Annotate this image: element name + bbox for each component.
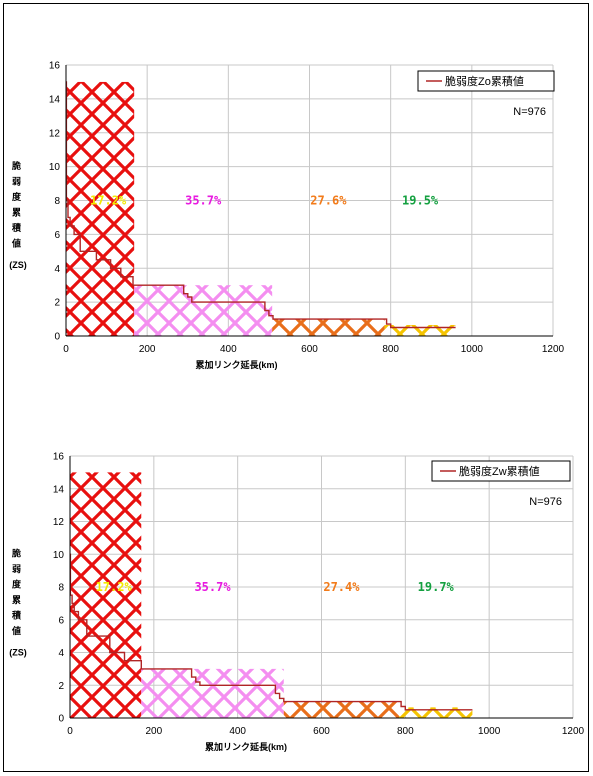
percent-label-2: 35.7% xyxy=(194,580,231,594)
percent-label-3: 27.6% xyxy=(310,194,347,208)
y-axis-title-char: 脆 xyxy=(11,547,21,558)
hatch-region-1 xyxy=(66,81,135,336)
y-tick-label: 2 xyxy=(54,298,60,309)
x-tick-label: 600 xyxy=(301,344,318,355)
y-tick-label: 16 xyxy=(53,452,65,463)
y-axis-title-char: 累 xyxy=(12,207,21,218)
y-tick-label: 16 xyxy=(49,61,61,72)
y-axis-title-char: 値 xyxy=(11,625,21,636)
hatch-region-2 xyxy=(134,285,273,336)
x-tick-label: 1200 xyxy=(542,344,565,355)
y-axis-title-char: 度 xyxy=(12,191,22,202)
x-tick-label: 200 xyxy=(139,344,156,355)
n-label: N=976 xyxy=(513,106,546,118)
y-tick-label: 10 xyxy=(49,162,61,173)
y-axis-title-char: 積 xyxy=(11,222,22,233)
y-tick-label: 0 xyxy=(58,714,64,725)
figure-frame: 0 200 400 600 800 1000 1200 0 2 4 6 8 10 12 14 16 17.2% 3… xyxy=(3,3,589,772)
y-tick-label: 10 xyxy=(53,550,65,561)
y-tick-label: 12 xyxy=(53,517,65,528)
cumulative-line xyxy=(65,81,456,329)
hatch-region-3 xyxy=(283,701,400,718)
y-axis-title-char: 累 xyxy=(12,594,21,605)
x-axis-title: 累加リンク延長(km) xyxy=(195,359,277,370)
y-tick-label: 12 xyxy=(49,128,61,139)
x-tick-label: 0 xyxy=(67,726,73,737)
y-tick-label: 4 xyxy=(54,264,60,275)
percent-label-4: 19.7% xyxy=(418,580,455,594)
cumulative-line xyxy=(69,553,473,711)
hatch-region-1 xyxy=(70,472,142,718)
legend-label: 脆弱度Zo累積値 xyxy=(445,74,524,88)
y-tick-label: 14 xyxy=(53,484,65,495)
legend-label: 脆弱度Zw累積値 xyxy=(459,464,540,478)
hatch-region-2 xyxy=(141,668,284,718)
chart-zw: 0 200 400 600 800 1000 1200 0 2 4 6 8 10 12 14 16 17.2% 3… xyxy=(9,452,585,753)
x-tick-label: 600 xyxy=(313,726,330,737)
y-tick-label: 8 xyxy=(58,583,64,594)
y-tick-label: 0 xyxy=(54,332,60,343)
chart-zo: 0 200 400 600 800 1000 1200 0 2 4 6 8 10 12 14 16 17.2% 3… xyxy=(9,61,565,371)
percent-label-4: 19.5% xyxy=(402,194,439,208)
gridlines xyxy=(66,64,554,336)
y-tick-label: 4 xyxy=(58,648,64,659)
x-tick-label: 1000 xyxy=(478,726,501,737)
n-label: N=976 xyxy=(529,496,562,508)
hatch-region-4 xyxy=(399,707,473,718)
hatch-region-3 xyxy=(272,319,385,336)
legend-box xyxy=(431,460,571,482)
percent-label-3: 27.4% xyxy=(323,580,360,594)
x-tick-label: 0 xyxy=(63,344,69,355)
y-tick-label: 14 xyxy=(49,94,61,105)
y-tick-label: 8 xyxy=(54,196,60,207)
x-axis-title: 累加リンク延長(km) xyxy=(205,741,287,752)
percent-label-2: 35.7% xyxy=(185,194,222,208)
x-tick-label: 400 xyxy=(220,344,237,355)
y-axis-title-char: (ZS) xyxy=(9,260,27,270)
y-axis-title-char: 積 xyxy=(11,609,22,620)
x-tick-label: 1000 xyxy=(461,344,484,355)
x-tick-label: 800 xyxy=(397,726,414,737)
y-axis-title-char: 脆 xyxy=(11,160,21,171)
y-axis-title-char: 弱 xyxy=(12,564,21,574)
y-tick-label: 6 xyxy=(58,615,64,626)
hatch-region-4 xyxy=(384,324,456,336)
y-axis-title-char: 弱 xyxy=(12,177,21,187)
x-tick-label: 200 xyxy=(145,726,162,737)
legend-box xyxy=(417,70,555,92)
y-axis-title-char: 度 xyxy=(12,578,22,589)
y-tick-label: 2 xyxy=(58,681,64,692)
y-tick-label: 6 xyxy=(54,230,60,241)
percent-label-1: 17.2% xyxy=(90,194,127,208)
y-axis-title-char: 値 xyxy=(11,238,21,249)
x-tick-label: 1200 xyxy=(562,726,585,737)
y-axis-title-char: (ZS) xyxy=(9,647,27,657)
x-tick-label: 800 xyxy=(382,344,399,355)
percent-label-1: 17.2% xyxy=(96,580,133,594)
x-tick-label: 400 xyxy=(229,726,246,737)
